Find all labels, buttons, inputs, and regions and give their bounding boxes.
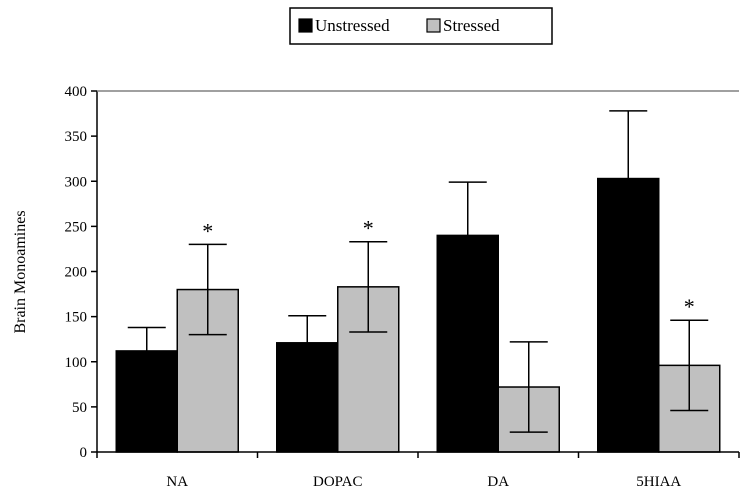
legend-label-unstressed: Unstressed xyxy=(315,16,390,35)
y-tick-label: 150 xyxy=(65,310,88,326)
bar-stressed-dopac xyxy=(337,286,400,453)
error-bar xyxy=(288,314,327,371)
plot-area: * * * xyxy=(97,90,739,453)
x-tick-label: NA xyxy=(166,474,188,490)
y-tick-label: 350 xyxy=(65,129,88,145)
y-axis: 0 50 100 150 200 250 300 350 400 xyxy=(65,84,98,461)
legend-label-stressed: Stressed xyxy=(443,16,500,35)
error-bar xyxy=(349,240,388,333)
error-bar xyxy=(509,341,548,433)
y-tick-label: 400 xyxy=(65,84,88,100)
legend: Unstressed Stressed xyxy=(289,7,553,45)
error-bar xyxy=(127,326,166,376)
x-tick-label: DOPAC xyxy=(313,474,362,490)
legend-swatch-stressed xyxy=(426,18,441,33)
x-tick-label: 5HIAA xyxy=(636,474,681,490)
significance-marker: * xyxy=(363,216,374,241)
y-tick-label: 50 xyxy=(72,400,87,416)
y-tick-label: 100 xyxy=(65,355,88,371)
x-tick-label: DA xyxy=(487,474,509,490)
error-bar xyxy=(448,181,487,290)
error-bar xyxy=(670,319,709,412)
error-bar xyxy=(188,243,227,336)
y-tick-label: 0 xyxy=(80,445,88,461)
significance-marker: * xyxy=(684,294,695,319)
legend-box xyxy=(289,7,553,45)
legend-swatch-unstressed xyxy=(298,18,313,33)
x-axis: NA DOPAC DA 5HIAA xyxy=(96,451,740,490)
error-bar xyxy=(609,110,648,247)
y-tick-label: 300 xyxy=(65,174,88,190)
y-tick-label: 200 xyxy=(65,265,88,281)
y-tick-label: 250 xyxy=(65,219,88,235)
significance-marker: * xyxy=(202,218,213,243)
y-axis-label: Brain Monoamines xyxy=(12,210,29,333)
